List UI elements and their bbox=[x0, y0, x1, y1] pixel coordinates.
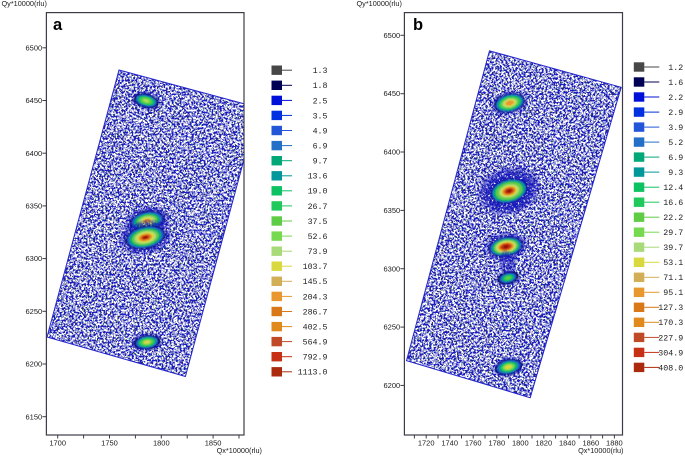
svg-text:204.3: 204.3 bbox=[303, 293, 328, 302]
svg-text:6400: 6400 bbox=[26, 149, 43, 158]
svg-text:9.3: 9.3 bbox=[668, 169, 683, 178]
svg-text:1800: 1800 bbox=[512, 439, 529, 448]
svg-text:145.5: 145.5 bbox=[303, 278, 328, 287]
svg-text:53.1: 53.1 bbox=[663, 259, 683, 268]
svg-text:564.9: 564.9 bbox=[303, 339, 328, 348]
svg-text:1700: 1700 bbox=[49, 439, 66, 448]
svg-text:9.7: 9.7 bbox=[313, 158, 328, 167]
svg-text:170.3: 170.3 bbox=[658, 319, 683, 328]
svg-text:Qy*10000(rlu): Qy*10000(rlu) bbox=[2, 0, 47, 8]
svg-text:103.7: 103.7 bbox=[303, 263, 328, 272]
svg-text:12.4: 12.4 bbox=[663, 184, 683, 193]
svg-text:Qy*10000(rlu): Qy*10000(rlu) bbox=[357, 0, 402, 8]
svg-text:1850: 1850 bbox=[205, 439, 222, 448]
svg-text:2.2: 2.2 bbox=[668, 94, 683, 103]
svg-text:286.7: 286.7 bbox=[303, 308, 328, 317]
svg-text:1740: 1740 bbox=[441, 439, 458, 448]
svg-text:1.2: 1.2 bbox=[668, 64, 683, 73]
svg-text:1780: 1780 bbox=[488, 439, 505, 448]
svg-text:408.0: 408.0 bbox=[658, 364, 683, 373]
svg-text:1.3: 1.3 bbox=[313, 67, 328, 76]
svg-text:6200: 6200 bbox=[26, 360, 43, 369]
svg-text:Qx*10000(rlu): Qx*10000(rlu) bbox=[578, 446, 623, 455]
svg-text:1880: 1880 bbox=[606, 439, 623, 448]
svg-text:6250: 6250 bbox=[26, 307, 43, 316]
svg-text:22.2: 22.2 bbox=[663, 214, 683, 223]
svg-text:a: a bbox=[53, 16, 63, 34]
svg-text:1113.0: 1113.0 bbox=[298, 369, 328, 378]
svg-text:6400: 6400 bbox=[384, 148, 401, 157]
svg-text:6250: 6250 bbox=[384, 323, 401, 332]
svg-text:6300: 6300 bbox=[384, 264, 401, 273]
svg-text:1840: 1840 bbox=[559, 439, 576, 448]
svg-text:1.6: 1.6 bbox=[668, 79, 683, 88]
svg-text:73.9: 73.9 bbox=[308, 248, 328, 257]
svg-text:6.9: 6.9 bbox=[313, 143, 328, 152]
svg-text:127.3: 127.3 bbox=[658, 304, 683, 313]
svg-text:39.7: 39.7 bbox=[663, 244, 683, 253]
svg-text:29.7: 29.7 bbox=[663, 229, 683, 238]
svg-text:792.9: 792.9 bbox=[303, 354, 328, 363]
svg-text:Qx*10000(rlu): Qx*10000(rlu) bbox=[217, 446, 262, 455]
svg-text:1820: 1820 bbox=[535, 439, 552, 448]
svg-text:1.8: 1.8 bbox=[313, 82, 328, 91]
svg-text:b: b bbox=[413, 16, 423, 34]
svg-text:13.6: 13.6 bbox=[308, 173, 328, 182]
svg-text:304.9: 304.9 bbox=[658, 349, 683, 358]
svg-text:2.9: 2.9 bbox=[668, 109, 683, 118]
svg-text:4.9: 4.9 bbox=[313, 127, 328, 136]
svg-text:5.2: 5.2 bbox=[668, 139, 683, 148]
svg-text:6500: 6500 bbox=[26, 43, 43, 52]
svg-text:2.5: 2.5 bbox=[313, 97, 328, 106]
svg-text:1750: 1750 bbox=[101, 439, 118, 448]
svg-text:26.7: 26.7 bbox=[308, 203, 328, 212]
svg-text:52.6: 52.6 bbox=[308, 233, 328, 242]
svg-text:402.5: 402.5 bbox=[303, 324, 328, 333]
svg-text:6450: 6450 bbox=[384, 89, 401, 98]
svg-text:6300: 6300 bbox=[26, 254, 43, 263]
svg-text:16.6: 16.6 bbox=[663, 199, 683, 208]
svg-text:1720: 1720 bbox=[418, 439, 435, 448]
svg-text:3.9: 3.9 bbox=[668, 124, 683, 133]
svg-text:3.5: 3.5 bbox=[313, 112, 328, 121]
svg-text:1760: 1760 bbox=[465, 439, 482, 448]
svg-text:19.0: 19.0 bbox=[308, 188, 328, 197]
svg-text:6450: 6450 bbox=[26, 96, 43, 105]
svg-text:6350: 6350 bbox=[26, 202, 43, 211]
svg-text:71.1: 71.1 bbox=[663, 274, 683, 283]
svg-text:6500: 6500 bbox=[384, 31, 401, 40]
svg-text:6200: 6200 bbox=[384, 381, 401, 390]
svg-text:1800: 1800 bbox=[153, 439, 170, 448]
svg-text:95.1: 95.1 bbox=[663, 289, 683, 298]
svg-text:6.9: 6.9 bbox=[668, 154, 683, 163]
svg-text:1860: 1860 bbox=[582, 439, 599, 448]
svg-text:6350: 6350 bbox=[384, 206, 401, 215]
svg-text:37.5: 37.5 bbox=[308, 218, 328, 227]
svg-text:227.9: 227.9 bbox=[658, 334, 683, 343]
svg-text:6150: 6150 bbox=[26, 412, 43, 421]
